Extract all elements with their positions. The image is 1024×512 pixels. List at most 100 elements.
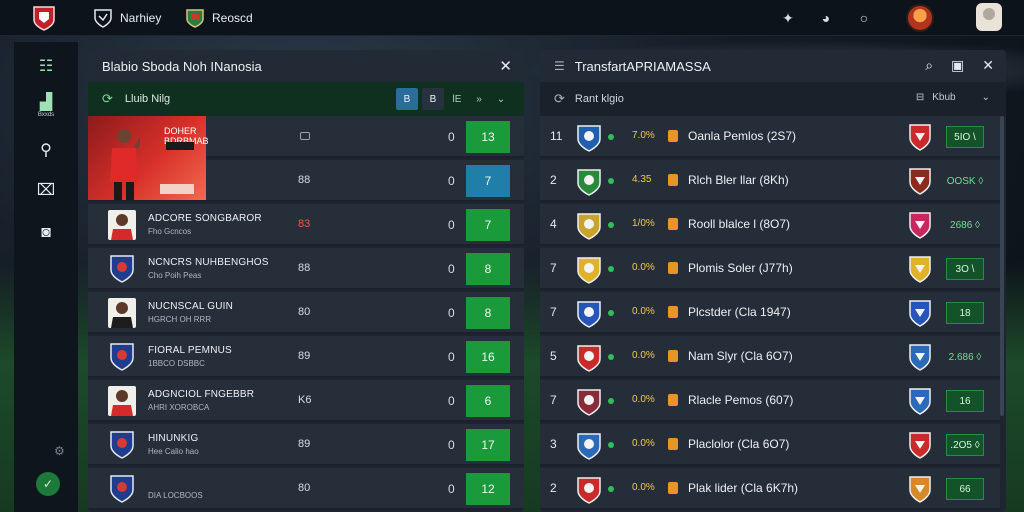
player-name: NCNCRS NUHBENGHOS	[148, 257, 269, 268]
sidebar-item-kit[interactable]: ⌧	[14, 182, 78, 200]
nav-item-1[interactable]: Narhiey	[92, 0, 161, 36]
row-zero: 0	[448, 262, 455, 276]
form-percent: 7.0%	[632, 130, 655, 141]
transfer-value[interactable]: 5IO \	[946, 126, 984, 148]
grid-icon: ☷	[38, 58, 54, 75]
featured-player-name: DOHER BDRBMAB	[164, 126, 209, 146]
rank: 2	[550, 173, 557, 187]
star-icon[interactable]: ✦	[782, 9, 794, 26]
sidebar-item-grid[interactable]: ☷	[14, 58, 78, 76]
transfer-row[interactable]: 2 0.0% Plak lider (Cla 6K7h) 66	[540, 468, 1000, 510]
controller-icon: ◙	[41, 224, 51, 241]
list-icon: ☰	[554, 59, 565, 73]
close-icon[interactable]: ✕	[499, 58, 512, 75]
club-crest-icon	[110, 255, 134, 283]
player-photo	[108, 386, 136, 416]
view-button-2[interactable]: B	[422, 88, 444, 110]
chevron-down-icon: ⌄	[981, 92, 990, 103]
refresh-icon[interactable]: ⟳	[102, 91, 113, 106]
transfer-panel-header: ☰ TransfartAPRIAMASSA ⌕ ▣ ✕	[540, 50, 1006, 82]
transfer-row[interactable]: 7 0.0% Plcstder (Cla 1947) 18	[540, 292, 1000, 334]
table-row[interactable]: HINUNKIG Hee Calio hao 89 0 17	[88, 424, 524, 466]
form-percent: 1/0%	[632, 218, 655, 229]
rank: 3	[550, 437, 557, 451]
view-button-1[interactable]: B	[396, 88, 418, 110]
transfer-value[interactable]: 2686 ◊	[950, 219, 980, 231]
transfer-value[interactable]: 18	[946, 302, 984, 324]
row-zero: 0	[448, 218, 455, 232]
club-crest-icon	[909, 256, 931, 283]
club-crest-icon	[909, 476, 931, 503]
row-rating: 88	[298, 174, 311, 186]
nav-item-2[interactable]: Reoscd	[184, 0, 253, 36]
transfer-subtitle: Rant klgio	[574, 93, 624, 105]
row-score: 17	[466, 429, 510, 461]
transfer-row[interactable]: 4 1/0% Rooll blalce l (8O7) 2686 ◊	[540, 204, 1000, 246]
club-crest-icon	[909, 124, 931, 151]
player-name: Plcstder (Cla 1947)	[688, 305, 791, 319]
sidebar-item-whistle[interactable]: ⚲	[14, 142, 78, 160]
player-name: Nam Slyr (Cla 6O7)	[688, 349, 793, 363]
rank: 2	[550, 481, 557, 495]
sidebar-item-stats[interactable]: ▟ Bxxds	[14, 94, 78, 118]
transfer-row[interactable]: 3 0.0% Placlolor (Cla 6O7) .2O5 ◊	[540, 424, 1000, 466]
search-icon[interactable]: ⌕	[925, 57, 934, 73]
row-rating: 83	[298, 218, 311, 230]
player-photo	[110, 129, 140, 200]
transfer-row[interactable]: 2 4.35 Rlch Bler llar (8Kh) OOSK ◊	[540, 160, 1000, 202]
club-crest-icon	[577, 301, 601, 328]
club-filter-dropdown[interactable]: ⊟ Kbub ⌄	[916, 92, 990, 103]
player-detail: DIA LOCBOOS	[148, 491, 203, 500]
featured-badge-2	[160, 184, 194, 194]
status-dot-icon	[608, 310, 614, 316]
player-name: NUCNSCAL GUIN	[148, 301, 234, 312]
dropdown-button[interactable]: ⌄	[496, 93, 506, 105]
camera-icon	[300, 132, 310, 140]
transfer-row[interactable]: 5 0.0% Nam Slyr (Cla 6O7) 2.686 ◊	[540, 336, 1000, 378]
row-zero: 0	[448, 394, 455, 408]
transfer-value[interactable]: .2O5 ◊	[946, 434, 984, 456]
table-row[interactable]: NUCNSCAL GUIN HGRCH OH RRR 80 0 8	[88, 292, 524, 334]
table-row[interactable]: FIORAL PEMNUS 1BBCO DSBBC 89 0 16	[88, 336, 524, 378]
form-percent: 0.0%	[632, 262, 655, 273]
view-button-3[interactable]: lE	[452, 93, 462, 105]
transfer-row[interactable]: 7 0.0% Plomis Soler (J77h) 3O \	[540, 248, 1000, 290]
transfer-value[interactable]: 2.686 ◊	[948, 351, 982, 363]
squad-toolbar: ⟳ Lluib Nilg B B lE » ⌄	[88, 82, 524, 116]
table-row[interactable]: NCNCRS NUHBENGHOS Cho Poih Peas 88 0 8	[88, 248, 524, 290]
transfer-value[interactable]: 16	[946, 390, 984, 412]
player-name: Rooll blalce l (8O7)	[688, 217, 791, 231]
squad-panel-title: Blabio Sboda Noh INanosia	[102, 58, 262, 74]
chat-icon[interactable]: ◕	[821, 10, 831, 26]
featured-player-card[interactable]: DOHER BDRBMAB	[88, 116, 209, 200]
confirm-icon[interactable]: ✓	[36, 472, 60, 496]
transfer-value[interactable]: 3O \	[946, 258, 984, 280]
transfer-value[interactable]: OOSK ◊	[946, 175, 984, 187]
forward-button[interactable]: »	[476, 93, 482, 105]
table-row[interactable]: ADCORE SONGBAROR Fho Gcncos 83 0 7	[88, 204, 524, 246]
row-rating: 88	[298, 262, 311, 274]
rank: 7	[550, 261, 557, 275]
position-tag-icon	[668, 218, 678, 230]
sidebar: ☷ ▟ Bxxds ⚲ ⌧ ◙ ⚙ ✓	[14, 42, 78, 512]
avatar[interactable]	[906, 4, 934, 32]
rank: 7	[550, 393, 557, 407]
window-icon[interactable]: ▣	[951, 57, 965, 73]
club-crest-icon	[577, 477, 601, 504]
sidebar-item-controller[interactable]: ◙	[14, 224, 78, 242]
table-row[interactable]: DIA LOCBOOS 80 0 12	[88, 468, 524, 510]
close-icon[interactable]: ✕	[982, 57, 994, 73]
table-row[interactable]: ADGNCIOL FNGEBBR AHRI XOROBCA K6 0 6	[88, 380, 524, 422]
top-bar: Narhiey Reoscd ✦ ◕ ○	[0, 0, 1024, 36]
profile-avatar[interactable]	[976, 3, 1002, 31]
transfer-row[interactable]: 7 0.0% Rlacle Pemos (607) 16	[540, 380, 1000, 422]
transfer-value[interactable]: 66	[946, 478, 984, 500]
circle-icon[interactable]: ○	[859, 10, 869, 26]
settings-icon[interactable]: ⚙	[54, 444, 65, 458]
refresh-icon[interactable]: ⟳	[554, 91, 565, 106]
scrollbar[interactable]	[1000, 116, 1004, 416]
club-logo-icon[interactable]	[30, 4, 58, 32]
form-percent: 0.0%	[632, 350, 655, 361]
position-tag-icon	[668, 306, 678, 318]
transfer-row[interactable]: 11 7.0% Oanla Pemlos (2S7) 5IO \	[540, 116, 1000, 158]
